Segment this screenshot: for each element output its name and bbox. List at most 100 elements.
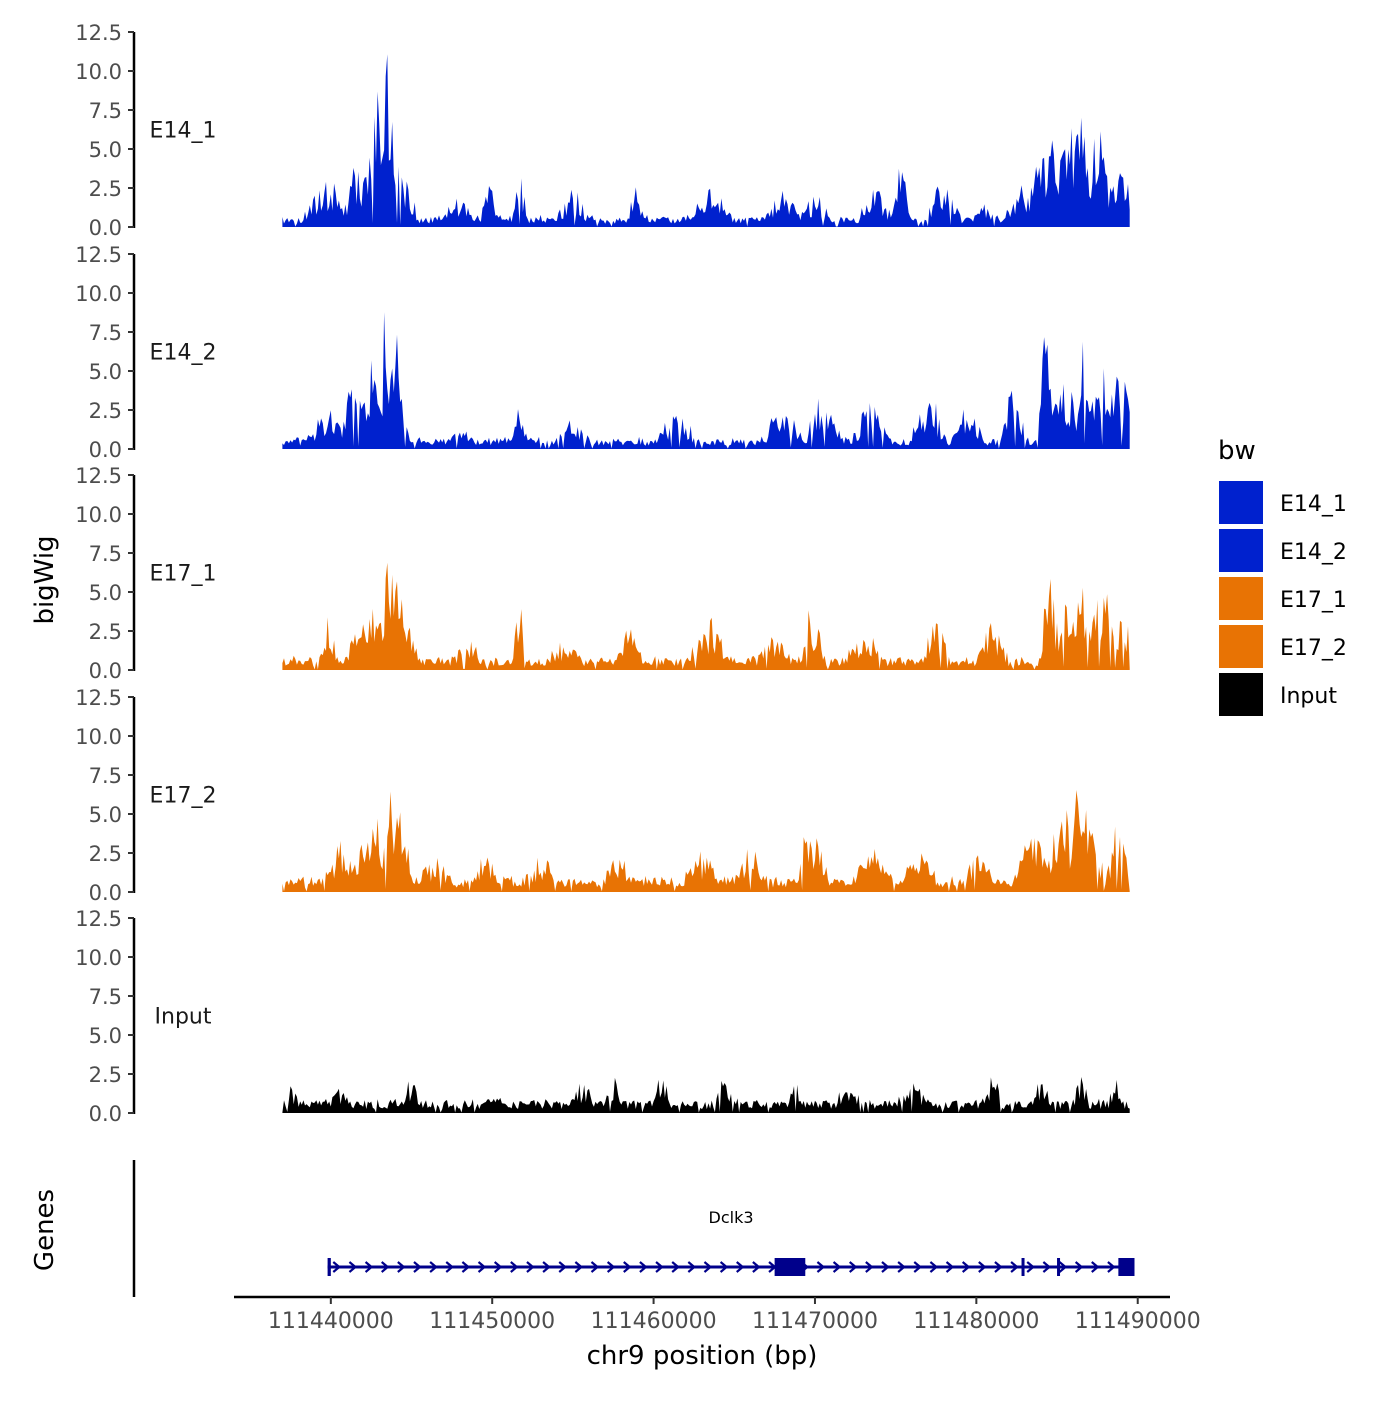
strand-arrow: [816, 1261, 826, 1273]
legend-swatch-e14-2: [1219, 529, 1263, 572]
strand-arrow: [1010, 1261, 1019, 1273]
y-tick-label: 12.5: [75, 243, 122, 267]
signal-area-e14-2: [282, 312, 1130, 449]
signal-area-e17-1: [282, 562, 1130, 670]
strand-arrow: [945, 1261, 955, 1273]
strand-arrow: [590, 1261, 600, 1273]
y-tick-label: 2.5: [89, 620, 122, 644]
y-tick-label: 0.0: [89, 438, 122, 462]
strand-arrow: [364, 1261, 374, 1273]
strand-arrow: [574, 1261, 584, 1273]
legend-swatch-e17-1: [1219, 577, 1263, 620]
y-tick-label: 2.5: [89, 399, 122, 423]
exon: [1057, 1258, 1061, 1276]
strand-arrow: [752, 1261, 761, 1273]
strand-arrow: [429, 1261, 438, 1273]
track-input: 0.0 2.5 5.0 7.5 10.0 12.5 Input: [75, 907, 1130, 1126]
strand-arrow: [623, 1261, 632, 1273]
y-tick-label: 10.0: [75, 282, 122, 306]
strand-arrow: [606, 1261, 616, 1273]
gene-track: Dclk3: [132, 1160, 1135, 1297]
strand-arrow: [832, 1261, 842, 1273]
y-tick-label: 5.0: [89, 138, 122, 162]
strand-arrow: [542, 1261, 551, 1273]
exon: [327, 1258, 331, 1276]
strand-arrow: [719, 1261, 729, 1273]
legend-swatch-e14-1: [1219, 481, 1263, 524]
strand-arrow: [994, 1261, 1003, 1273]
legend-title: bw: [1218, 436, 1256, 466]
exon: [1021, 1258, 1025, 1276]
x-tick-label: 111460000: [591, 1309, 717, 1334]
strand-arrow: [1042, 1261, 1052, 1273]
x-tick-label: 111480000: [913, 1309, 1039, 1334]
y-tick-label: 2.5: [89, 177, 122, 201]
signal-area-input: [282, 1077, 1130, 1113]
strand-arrow: [929, 1261, 939, 1273]
gene-name-label: Dclk3: [709, 1208, 754, 1227]
strand-arrow: [655, 1261, 664, 1273]
exon: [774, 1258, 806, 1276]
strand-arrow: [332, 1261, 342, 1273]
legend-label-input: Input: [1280, 684, 1337, 709]
y-tick-label: 0.0: [89, 659, 122, 683]
strand-arrow: [671, 1261, 680, 1273]
y-tick-label: 10.0: [75, 725, 122, 749]
signal-area-e17-2: [282, 790, 1130, 892]
y-tick-label: 0.0: [89, 1102, 122, 1126]
strand-arrow: [881, 1261, 890, 1273]
strand-arrow: [477, 1261, 487, 1273]
y-tick-label: 7.5: [89, 321, 122, 345]
track-label-e17-1: E17_1: [150, 562, 217, 587]
x-tick-label: 111450000: [429, 1309, 555, 1334]
y-tick-label: 5.0: [89, 1024, 122, 1048]
y-tick-label: 12.5: [75, 464, 122, 488]
strand-arrow: [978, 1261, 987, 1273]
strand-arrow: [687, 1261, 697, 1273]
track-e17-2: 0.0 2.5 5.0 7.5 10.0 12.5 E17_2: [75, 686, 1130, 905]
y-tick-label: 7.5: [89, 764, 122, 788]
strand-arrow: [348, 1261, 358, 1273]
strand-arrow: [913, 1261, 922, 1273]
legend-swatch-input: [1219, 673, 1263, 716]
x-axis: 111440000 111450000 111460000 111470000 1114…: [234, 1295, 1201, 1334]
x-tick-label: 111470000: [752, 1309, 878, 1334]
y-tick-label: 7.5: [89, 542, 122, 566]
legend-label-e14-1: E14_1: [1280, 492, 1347, 517]
strand-arrow: [1107, 1261, 1116, 1273]
y-tick-label: 10.0: [75, 503, 122, 527]
y-tick-label: 12.5: [75, 21, 122, 45]
genes-track-title: Genes: [30, 1189, 60, 1271]
track-label-input: Input: [155, 1005, 212, 1030]
x-axis-title: chr9 position (bp): [587, 1341, 818, 1371]
strand-arrow: [558, 1261, 567, 1273]
strand-arrow: [413, 1261, 422, 1273]
legend: bw E14_1 E14_2 E17_1 E17_2 Input: [1218, 436, 1347, 716]
y-axis-title: bigWig: [30, 535, 60, 624]
y-tick-label: 5.0: [89, 360, 122, 384]
y-tick-label: 7.5: [89, 99, 122, 123]
x-tick-label: 111490000: [1075, 1309, 1201, 1334]
legend-label-e17-2: E17_2: [1280, 636, 1347, 661]
strand-arrow: [510, 1261, 519, 1273]
track-label-e14-2: E14_2: [150, 341, 217, 366]
y-tick-label: 0.0: [89, 216, 122, 240]
y-tick-label: 12.5: [75, 686, 122, 710]
track-e14-2: 0.0 2.5 5.0 7.5 10.0 12.5 E14_2: [75, 243, 1130, 462]
strand-arrow: [961, 1261, 971, 1273]
strand-arrow: [461, 1261, 471, 1273]
y-tick-label: 12.5: [75, 907, 122, 931]
strand-arrow: [1074, 1261, 1084, 1273]
y-tick-label: 2.5: [89, 842, 122, 866]
strand-arrow: [526, 1261, 535, 1273]
signal-tracks: 0.0 2.5 5.0 7.5 10.0 12.5 E14_1 0.0 2.5 5.0 7.5 10.…: [75, 21, 1130, 1126]
x-tick-label: 111440000: [268, 1309, 394, 1334]
track-label-e14-1: E14_1: [150, 119, 217, 144]
strand-arrow: [1091, 1261, 1100, 1273]
y-tick-label: 7.5: [89, 985, 122, 1009]
y-tick-label: 5.0: [89, 803, 122, 827]
track-e14-1: 0.0 2.5 5.0 7.5 10.0 12.5 E14_1: [75, 21, 1130, 240]
y-tick-label: 10.0: [75, 946, 122, 970]
